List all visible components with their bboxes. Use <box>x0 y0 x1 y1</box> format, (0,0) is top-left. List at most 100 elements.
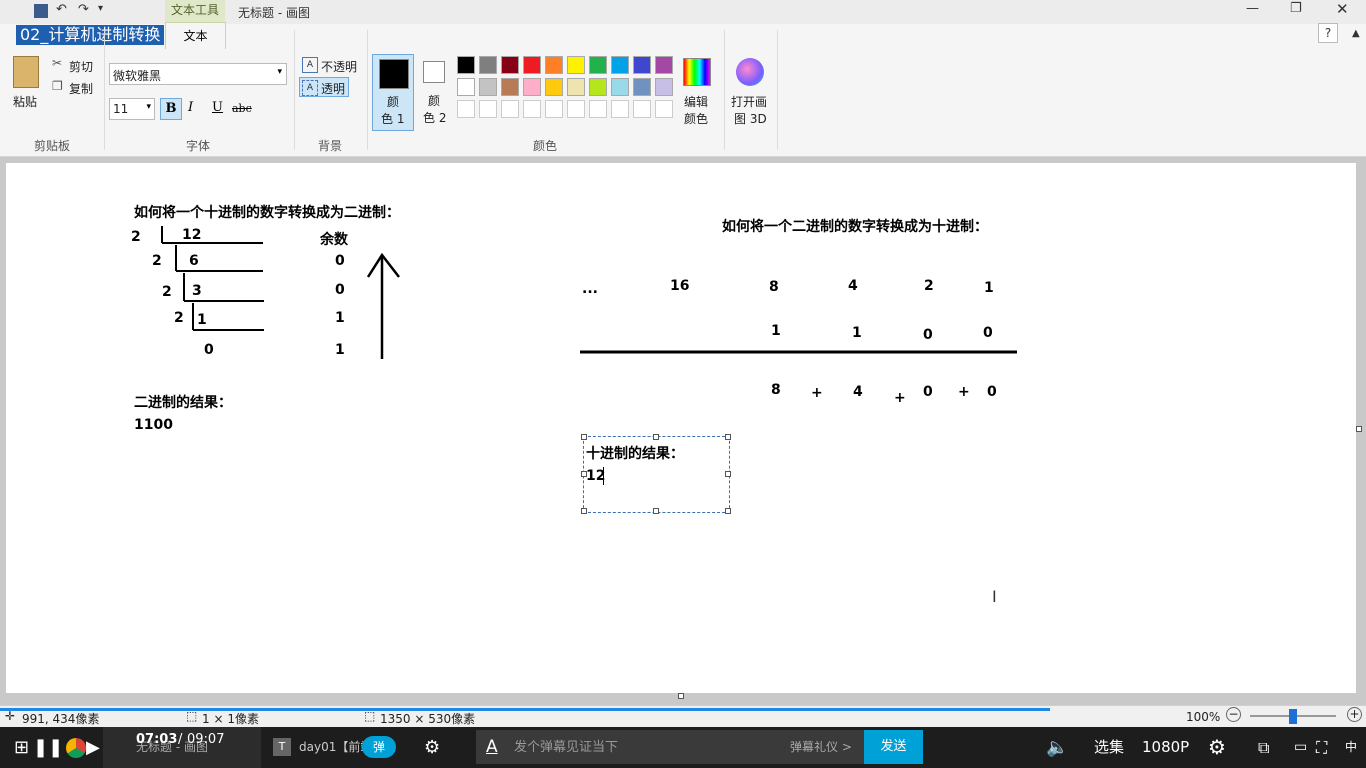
custom-color-slot[interactable] <box>501 100 519 118</box>
edit-colors-icon[interactable] <box>683 58 711 86</box>
quality-button[interactable]: 1080P <box>1142 738 1190 756</box>
zoom-out-icon[interactable]: − <box>1226 707 1241 722</box>
resize-handle[interactable] <box>581 434 587 440</box>
custom-color-slot[interactable] <box>633 100 651 118</box>
danmu-input-placeholder[interactable]: 发个弹幕见证当下 <box>514 740 619 755</box>
settings-gear-icon[interactable]: ⚙ <box>1208 735 1226 759</box>
color1-button[interactable]: 颜 色 1 <box>372 54 414 131</box>
danmu-etiquette-link[interactable]: 弹幕礼仪 > <box>790 740 852 754</box>
plus-sign: + <box>811 385 823 401</box>
redo-icon[interactable]: ↷ <box>78 2 89 17</box>
quick-access-dropdown-icon[interactable]: ▾ <box>98 3 104 14</box>
pip-icon[interactable]: ⧉ <box>1258 738 1270 757</box>
transparent-button[interactable]: 透明 <box>321 82 346 96</box>
ribbon-collapse-icon[interactable]: ▲ <box>1352 28 1360 39</box>
palette-color-swatch[interactable] <box>523 78 541 96</box>
send-button[interactable]: 发送 <box>864 730 923 764</box>
edit-colors-label-1[interactable]: 编辑 <box>684 95 709 109</box>
custom-color-slot[interactable] <box>523 100 541 118</box>
minimize-button[interactable]: — <box>1246 1 1259 16</box>
palette-color-swatch[interactable] <box>633 56 651 74</box>
color2-label-2[interactable]: 色 2 <box>423 111 447 125</box>
zoom-slider-thumb[interactable] <box>1289 709 1297 724</box>
weight: ... <box>582 281 598 297</box>
undo-icon[interactable]: ↶ <box>56 2 67 17</box>
danmu-style-icon[interactable]: A <box>486 737 498 757</box>
windows-start-icon[interactable]: ⊞ <box>14 737 30 758</box>
palette-color-swatch[interactable] <box>523 56 541 74</box>
zoom-in-icon[interactable]: + <box>1347 707 1362 722</box>
resize-handle[interactable] <box>725 434 731 440</box>
palette-color-swatch[interactable] <box>611 56 629 74</box>
volume-icon[interactable]: 🔈 <box>1046 737 1069 758</box>
palette-color-swatch[interactable] <box>567 78 585 96</box>
save-icon[interactable] <box>34 4 48 18</box>
custom-color-slot[interactable] <box>545 100 563 118</box>
restore-button[interactable]: ❐ <box>1290 1 1302 16</box>
bold-button[interactable]: B <box>160 98 182 120</box>
resize-handle[interactable] <box>581 471 587 477</box>
canvas-resize-handle[interactable] <box>678 693 684 699</box>
resize-handle[interactable] <box>653 508 659 514</box>
chrome-icon[interactable] <box>66 738 86 758</box>
palette-color-swatch[interactable] <box>501 56 519 74</box>
custom-color-slot[interactable] <box>479 100 497 118</box>
palette-color-swatch[interactable] <box>655 78 673 96</box>
canvas-resize-handle[interactable] <box>1356 426 1362 432</box>
palette-color-swatch[interactable] <box>457 78 475 96</box>
palette-color-swatch[interactable] <box>655 56 673 74</box>
cut-button[interactable]: 剪切 <box>69 60 94 74</box>
palette-color-swatch[interactable] <box>633 78 651 96</box>
palette-color-swatch[interactable] <box>589 78 607 96</box>
taskbar-tab-paint[interactable] <box>103 727 261 768</box>
palette-color-swatch[interactable] <box>567 56 585 74</box>
next-icon[interactable]: ▶ <box>86 737 100 758</box>
paint-3d-label-2[interactable]: 图 3D <box>734 112 767 126</box>
close-button[interactable]: ✕ <box>1336 0 1349 18</box>
underline-button[interactable]: U <box>212 100 223 115</box>
palette-color-swatch[interactable] <box>545 78 563 96</box>
resize-handle[interactable] <box>581 508 587 514</box>
colors-group-label: 颜色 <box>533 139 558 153</box>
help-button[interactable]: ? <box>1318 23 1338 43</box>
palette-color-swatch[interactable] <box>501 78 519 96</box>
drawing-canvas[interactable]: 如何将一个十进制的数字转换成为二进制： 2 12 2 6 2 3 2 1 0 余… <box>6 163 1356 693</box>
italic-button[interactable]: I <box>188 100 194 115</box>
color2-label-1[interactable]: 颜 <box>428 94 441 108</box>
paint-3d-icon[interactable] <box>736 58 764 86</box>
palette-color-swatch[interactable] <box>457 56 475 74</box>
palette-color-swatch[interactable] <box>611 78 629 96</box>
palette-color-swatch[interactable] <box>479 78 497 96</box>
palette-color-swatch[interactable] <box>589 56 607 74</box>
paste-button[interactable]: 粘贴 <box>13 95 38 109</box>
fullscreen-icon[interactable]: ⛶ <box>1316 738 1328 757</box>
episodes-button[interactable]: 选集 <box>1094 738 1125 756</box>
custom-color-slot[interactable] <box>567 100 585 118</box>
paste-icon[interactable] <box>13 56 39 88</box>
danmu-input-box[interactable] <box>476 730 864 764</box>
ribbon-separator <box>294 30 295 150</box>
video-progress-bar[interactable] <box>0 708 1050 711</box>
palette-color-swatch[interactable] <box>479 56 497 74</box>
copy-button[interactable]: 复制 <box>69 82 94 96</box>
strikethrough-button[interactable]: abc <box>232 102 252 115</box>
palette-color-swatch[interactable] <box>545 56 563 74</box>
danmu-toggle[interactable]: 弹 <box>362 736 396 758</box>
custom-color-slot[interactable] <box>655 100 673 118</box>
custom-color-slot[interactable] <box>457 100 475 118</box>
resize-handle[interactable] <box>653 434 659 440</box>
resize-handle[interactable] <box>725 508 731 514</box>
color2-swatch[interactable] <box>423 61 445 83</box>
custom-color-slot[interactable] <box>589 100 607 118</box>
tab-text[interactable]: 文本 <box>165 22 226 49</box>
font-family-select[interactable]: 微软雅黑 ▾ <box>109 63 287 85</box>
edit-colors-label-2[interactable]: 颜色 <box>684 112 709 126</box>
transparent-button-bg[interactable] <box>299 77 349 97</box>
paint-3d-label-1[interactable]: 打开画 <box>731 95 768 109</box>
resize-handle[interactable] <box>725 471 731 477</box>
pause-icon[interactable]: ❚❚ <box>33 737 64 758</box>
font-size-select[interactable]: 11 ▾ <box>109 98 155 120</box>
custom-color-slot[interactable] <box>611 100 629 118</box>
opaque-button[interactable]: 不透明 <box>321 60 358 74</box>
danmu-settings-icon[interactable]: ⚙ <box>424 737 441 758</box>
